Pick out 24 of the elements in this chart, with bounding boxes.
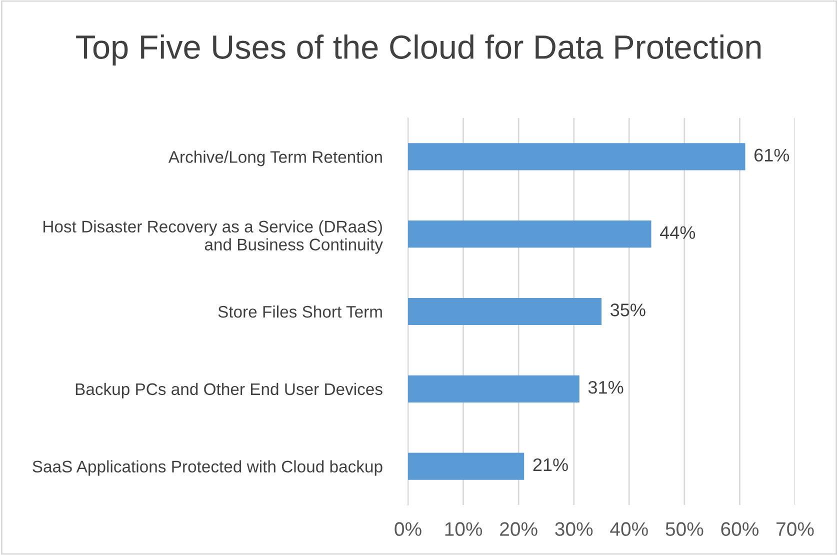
data-label: 61% [754,148,790,162]
data-label: 21% [533,458,568,472]
x-tick-label: 10% [445,522,482,536]
x-tick-label: 30% [555,522,593,536]
x-tick-label: 50% [666,522,704,536]
bar [408,298,602,326]
x-tick-label: 20% [500,522,538,536]
y-tick-label: SaaS Applications Protected with Cloud backup [32,460,382,476]
bar [408,375,580,402]
data-label: 44% [660,226,696,239]
x-tick-label: 0% [394,522,422,536]
y-tick-label: Backup PCs and Other End User Devices [76,382,382,398]
y-tick-label: Archive/Long Term Retention [168,150,382,166]
data-label: 31% [588,380,624,394]
bar [408,452,524,480]
x-tick-label: 60% [721,522,758,536]
y-tick-label: Host Disaster Recovery as a Service (DRaaS) and Business Continuity [44,220,383,254]
bar [408,143,746,170]
x-tick-label: 70% [776,522,814,536]
y-tick-label: Store Files Short Term [218,305,382,318]
bar [408,220,652,248]
x-tick-label: 40% [610,522,648,536]
chart-title: Top Five Uses of the Cloud for Data Protection [76,34,761,66]
data-label: 35% [610,304,646,316]
